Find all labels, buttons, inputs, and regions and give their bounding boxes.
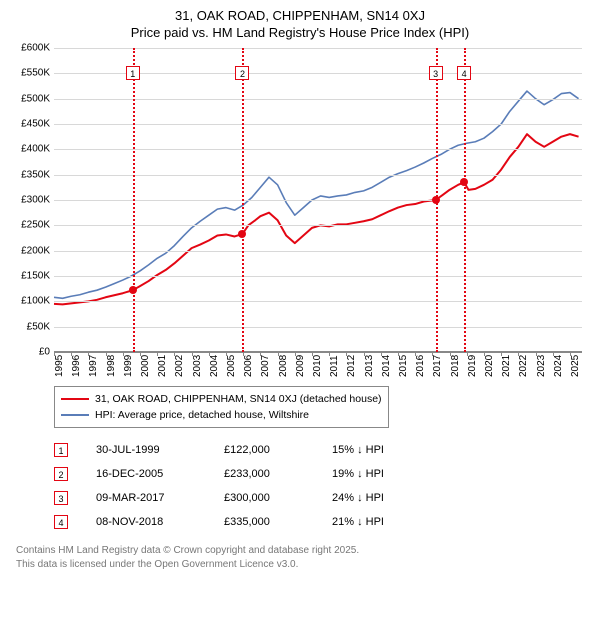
x-axis-label: 2009 [295,355,306,377]
event-row: 1 30-JUL-1999 £122,000 15% ↓ HPI [54,438,590,462]
x-axis-label: 1996 [71,355,82,377]
event-row-date: 09-MAR-2017 [96,492,196,504]
x-axis-label: 2004 [209,355,220,377]
legend-box: 31, OAK ROAD, CHIPPENHAM, SN14 0XJ (deta… [54,386,389,428]
event-row-box: 4 [54,515,68,529]
x-axis-label: 2021 [501,355,512,377]
legend-row: 31, OAK ROAD, CHIPPENHAM, SN14 0XJ (deta… [61,391,382,407]
x-axis-label: 2008 [278,355,289,377]
x-axis-label: 2023 [536,355,547,377]
x-axis-label: 2007 [260,355,271,377]
event-row-date: 30-JUL-1999 [96,444,196,456]
event-row-price: £335,000 [224,516,304,528]
x-axis-label: 2011 [329,355,340,377]
x-axis-label: 2000 [140,355,151,377]
y-axis-label: £100K [10,296,50,307]
x-axis-label: 2018 [450,355,461,377]
title-block: 31, OAK ROAD, CHIPPENHAM, SN14 0XJ Price… [10,8,590,40]
y-axis-label: £150K [10,271,50,282]
series-marker [460,178,468,186]
x-axis-label: 2014 [381,355,392,377]
footer-line2: This data is licensed under the Open Gov… [16,558,590,572]
footer-line1: Contains HM Land Registry data © Crown c… [16,544,590,558]
event-row-price: £300,000 [224,492,304,504]
event-marker-box: 2 [235,66,249,80]
y-axis-label: £0 [10,347,50,358]
event-row-diff: 15% ↓ HPI [332,444,422,456]
event-row: 2 16-DEC-2005 £233,000 19% ↓ HPI [54,462,590,486]
event-row-date: 16-DEC-2005 [96,468,196,480]
event-row-diff: 19% ↓ HPI [332,468,422,480]
series-marker [238,230,246,238]
y-axis-label: £250K [10,220,50,231]
event-row-price: £233,000 [224,468,304,480]
legend-swatch [61,414,89,416]
event-row: 3 09-MAR-2017 £300,000 24% ↓ HPI [54,486,590,510]
event-vline [242,48,244,352]
x-axis-label: 2015 [398,355,409,377]
y-axis-label: £300K [10,195,50,206]
x-axis-label: 2003 [192,355,203,377]
legend-label: 31, OAK ROAD, CHIPPENHAM, SN14 0XJ (deta… [95,391,382,407]
event-marker-box: 1 [126,66,140,80]
x-axis-label: 2022 [518,355,529,377]
title-subtitle: Price paid vs. HM Land Registry's House … [10,25,590,40]
x-axis-label: 1999 [123,355,134,377]
event-vline [133,48,135,352]
x-axis-label: 1997 [88,355,99,377]
event-row-box: 2 [54,467,68,481]
chart-area: £0 £50K £100K £150K £200K £250K £300K £350K £400… [10,48,590,378]
x-axis-label: 2002 [174,355,185,377]
x-axis-label: 2024 [553,355,564,377]
y-axis-label: £550K [10,68,50,79]
gridline-h [54,352,582,353]
y-axis-label: £400K [10,144,50,155]
plot-region: £0£50K£100K£150K£200K£250K£300K£350K£400… [54,48,582,352]
footer-attribution: Contains HM Land Registry data © Crown c… [16,544,590,571]
y-axis-label: £200K [10,245,50,256]
x-axis-label: 2010 [312,355,323,377]
event-row-date: 08-NOV-2018 [96,516,196,528]
x-axis-label: 2012 [346,355,357,377]
event-row-box: 1 [54,443,68,457]
figure-container: 31, OAK ROAD, CHIPPENHAM, SN14 0XJ Price… [0,0,600,620]
event-row-diff: 24% ↓ HPI [332,492,422,504]
series-marker [432,196,440,204]
y-axis-label: £450K [10,119,50,130]
series-marker [129,286,137,294]
y-axis-label: £500K [10,93,50,104]
x-axis-label: 1998 [106,355,117,377]
event-marker-box: 4 [457,66,471,80]
legend-row: HPI: Average price, detached house, Wilt… [61,407,382,423]
title-address: 31, OAK ROAD, CHIPPENHAM, SN14 0XJ [10,8,590,23]
x-axis-label: 2017 [432,355,443,377]
x-axis-label: 1995 [54,355,65,377]
event-row-price: £122,000 [224,444,304,456]
event-row: 4 08-NOV-2018 £335,000 21% ↓ HPI [54,510,590,534]
x-axis-label: 2001 [157,355,168,377]
event-row-box: 3 [54,491,68,505]
y-axis-label: £350K [10,169,50,180]
x-axis-label: 2025 [570,355,581,377]
legend-swatch [61,398,89,400]
x-axis-label: 2013 [364,355,375,377]
x-axis-label: 2019 [467,355,478,377]
x-axis-label: 2020 [484,355,495,377]
x-axis-label: 2005 [226,355,237,377]
event-vline [464,48,466,352]
x-axis-label: 2006 [243,355,254,377]
x-axis-label: 2016 [415,355,426,377]
y-axis-label: £600K [10,43,50,54]
event-row-diff: 21% ↓ HPI [332,516,422,528]
y-axis-label: £50K [10,321,50,332]
event-marker-box: 3 [429,66,443,80]
legend-label: HPI: Average price, detached house, Wilt… [95,407,309,423]
events-table: 1 30-JUL-1999 £122,000 15% ↓ HPI 2 16-DEC-200… [54,438,590,534]
